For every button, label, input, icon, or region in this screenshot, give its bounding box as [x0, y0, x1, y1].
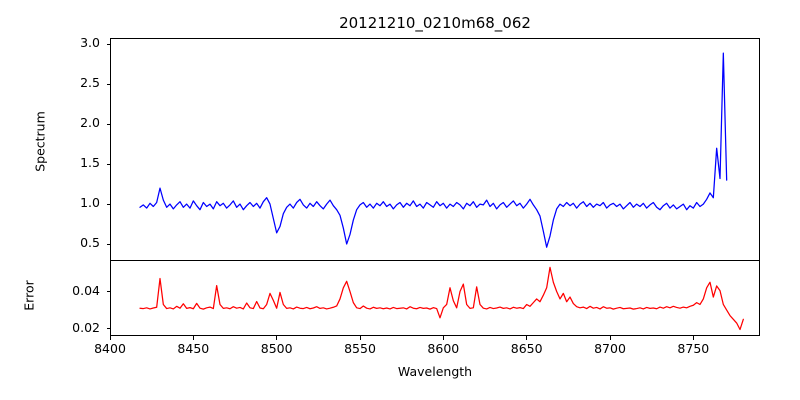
spectrum-y-tickmark [106, 203, 110, 205]
spectrum-y-tickmark [106, 163, 110, 165]
x-tickmark [109, 336, 111, 340]
x-tickmark [276, 336, 278, 340]
spectrum-y-tick-label: 1.0 [80, 195, 100, 211]
x-tick-label: 8400 [94, 341, 126, 356]
spectrum-axes [110, 38, 760, 260]
error-data-line [139, 266, 744, 331]
spectrum-y-tick-label: 2.5 [80, 75, 100, 91]
x-tick-label: 8650 [510, 341, 543, 356]
x-tick-label: 8700 [594, 341, 626, 356]
spectrum-y-tickmark [106, 83, 110, 85]
figure-title: 20121210_0210m68_062 [339, 14, 531, 32]
spectrum-y-tick-label: 3.0 [80, 35, 100, 51]
x-tickmark [442, 336, 444, 340]
error-y-tick-label: 0.04 [72, 282, 100, 298]
error-y-tickmark [106, 328, 110, 330]
x-tickmark [692, 336, 694, 340]
spectrum-y-tickmark [106, 243, 110, 245]
spectrum-y-tick-label: 2.0 [80, 115, 100, 131]
x-tickmark [526, 336, 528, 340]
spectrum-y-tick-label: 0.5 [80, 235, 100, 251]
spectrum-y-tickmark [106, 43, 110, 45]
x-tick-label: 8500 [260, 341, 293, 356]
x-tick-label: 8600 [427, 341, 460, 356]
error-y-tickmark [106, 291, 110, 293]
x-tickmark [609, 336, 611, 340]
x-tick-label: 8450 [177, 341, 210, 356]
x-tickmark [192, 336, 194, 340]
x-axis-label: Wavelength [397, 364, 473, 379]
spectrum-data-line [139, 52, 728, 248]
spectrum-y-tick-label: 1.5 [80, 155, 100, 171]
error-y-axis-label: Error [21, 280, 37, 311]
spectrum-y-tickmark [106, 123, 110, 125]
x-tickmark [359, 336, 361, 340]
error-y-tick-label: 0.02 [72, 319, 100, 335]
x-tick-label: 8550 [344, 341, 376, 356]
x-tick-label: 8750 [677, 341, 710, 356]
